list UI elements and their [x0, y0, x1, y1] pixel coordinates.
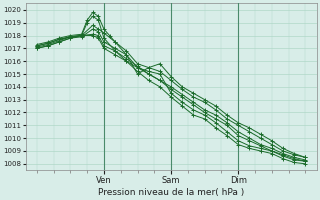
X-axis label: Pression niveau de la mer( hPa ): Pression niveau de la mer( hPa ) [98, 188, 244, 197]
